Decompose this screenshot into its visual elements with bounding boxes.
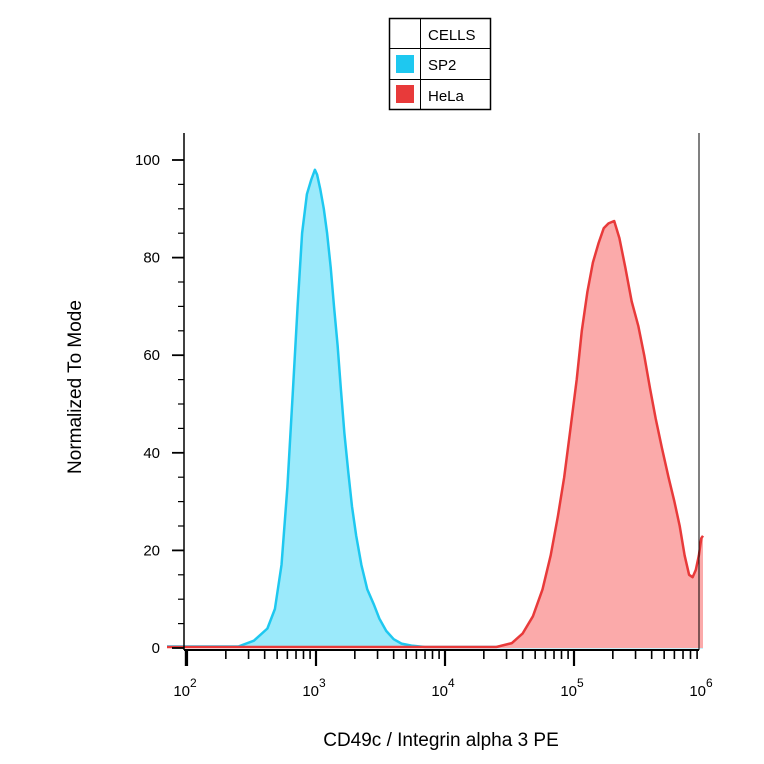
x-axis-ticks: 102 103 104 105 106	[173, 650, 713, 700]
legend: CELLS SP2 HeLa	[388, 17, 492, 111]
y-axis-title: Normalized To Mode	[65, 300, 86, 474]
y-axis-ticks: 0 20 40 60 80 100	[135, 152, 184, 657]
legend-label-sp2: SP2	[428, 57, 456, 74]
series-line-sp2	[167, 168, 703, 649]
y-tick-label: 60	[143, 347, 160, 364]
x-axis-title: CD49c / Integrin alpha 3 PE	[323, 730, 559, 751]
x-tick-label: 106	[689, 676, 713, 700]
y-tick-label: 40	[143, 445, 160, 462]
series-layer	[167, 168, 705, 649]
legend-label-hela: HeLa	[428, 88, 465, 105]
x-tick-label: 105	[560, 676, 584, 700]
legend-swatch-hela	[396, 85, 414, 103]
legend-swatch-sp2	[396, 55, 414, 73]
series-area-sp2	[167, 169, 703, 649]
series-area-hela	[167, 221, 703, 648]
y-tick-label: 0	[152, 640, 160, 657]
y-tick-label: 100	[135, 152, 160, 169]
legend-title: CELLS	[428, 27, 476, 44]
y-tick-label: 20	[143, 542, 160, 559]
y-tick-label: 80	[143, 250, 160, 267]
x-tick-label: 102	[173, 676, 197, 700]
x-tick-label: 104	[431, 676, 455, 700]
series-line-hela	[167, 219, 705, 649]
x-tick-label: 103	[302, 676, 326, 700]
